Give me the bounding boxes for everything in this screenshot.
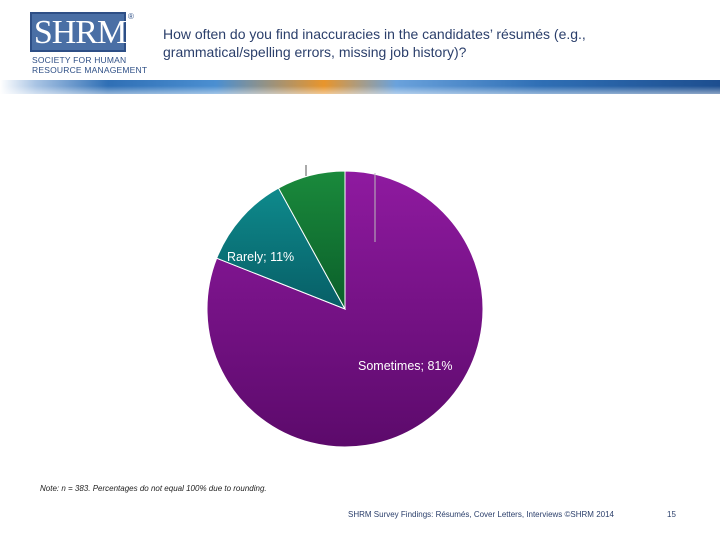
page-number: 15 [667,510,676,519]
slide-title: How often do you find inaccuracies in th… [163,26,586,60]
logo-line-1: SOCIETY FOR HUMAN [32,55,127,65]
logo-letters: SHRM [33,14,127,51]
chart-note: Note: n = 383. Percentages do not equal … [40,484,267,493]
pie-slice-rarely [216,187,347,310]
pie-label-rarely: Rarely; 11% [227,250,294,264]
logo-line-2: RESOURCE MANAGEMENT [32,65,148,75]
footer-citation: SHRM Survey Findings: Résumés, Cover Let… [348,510,614,519]
pie-slice-slice-3 [277,170,346,310]
logo-box: SHRM [30,12,127,52]
shrm-logo: SHRM ® SOCIETY FOR HUMAN RESOURCE MANAGE… [30,12,147,76]
header-band [0,80,720,100]
pie-label-sometimes: Sometimes; 81% [358,359,452,373]
logo-registered-mark: ® [128,12,134,21]
